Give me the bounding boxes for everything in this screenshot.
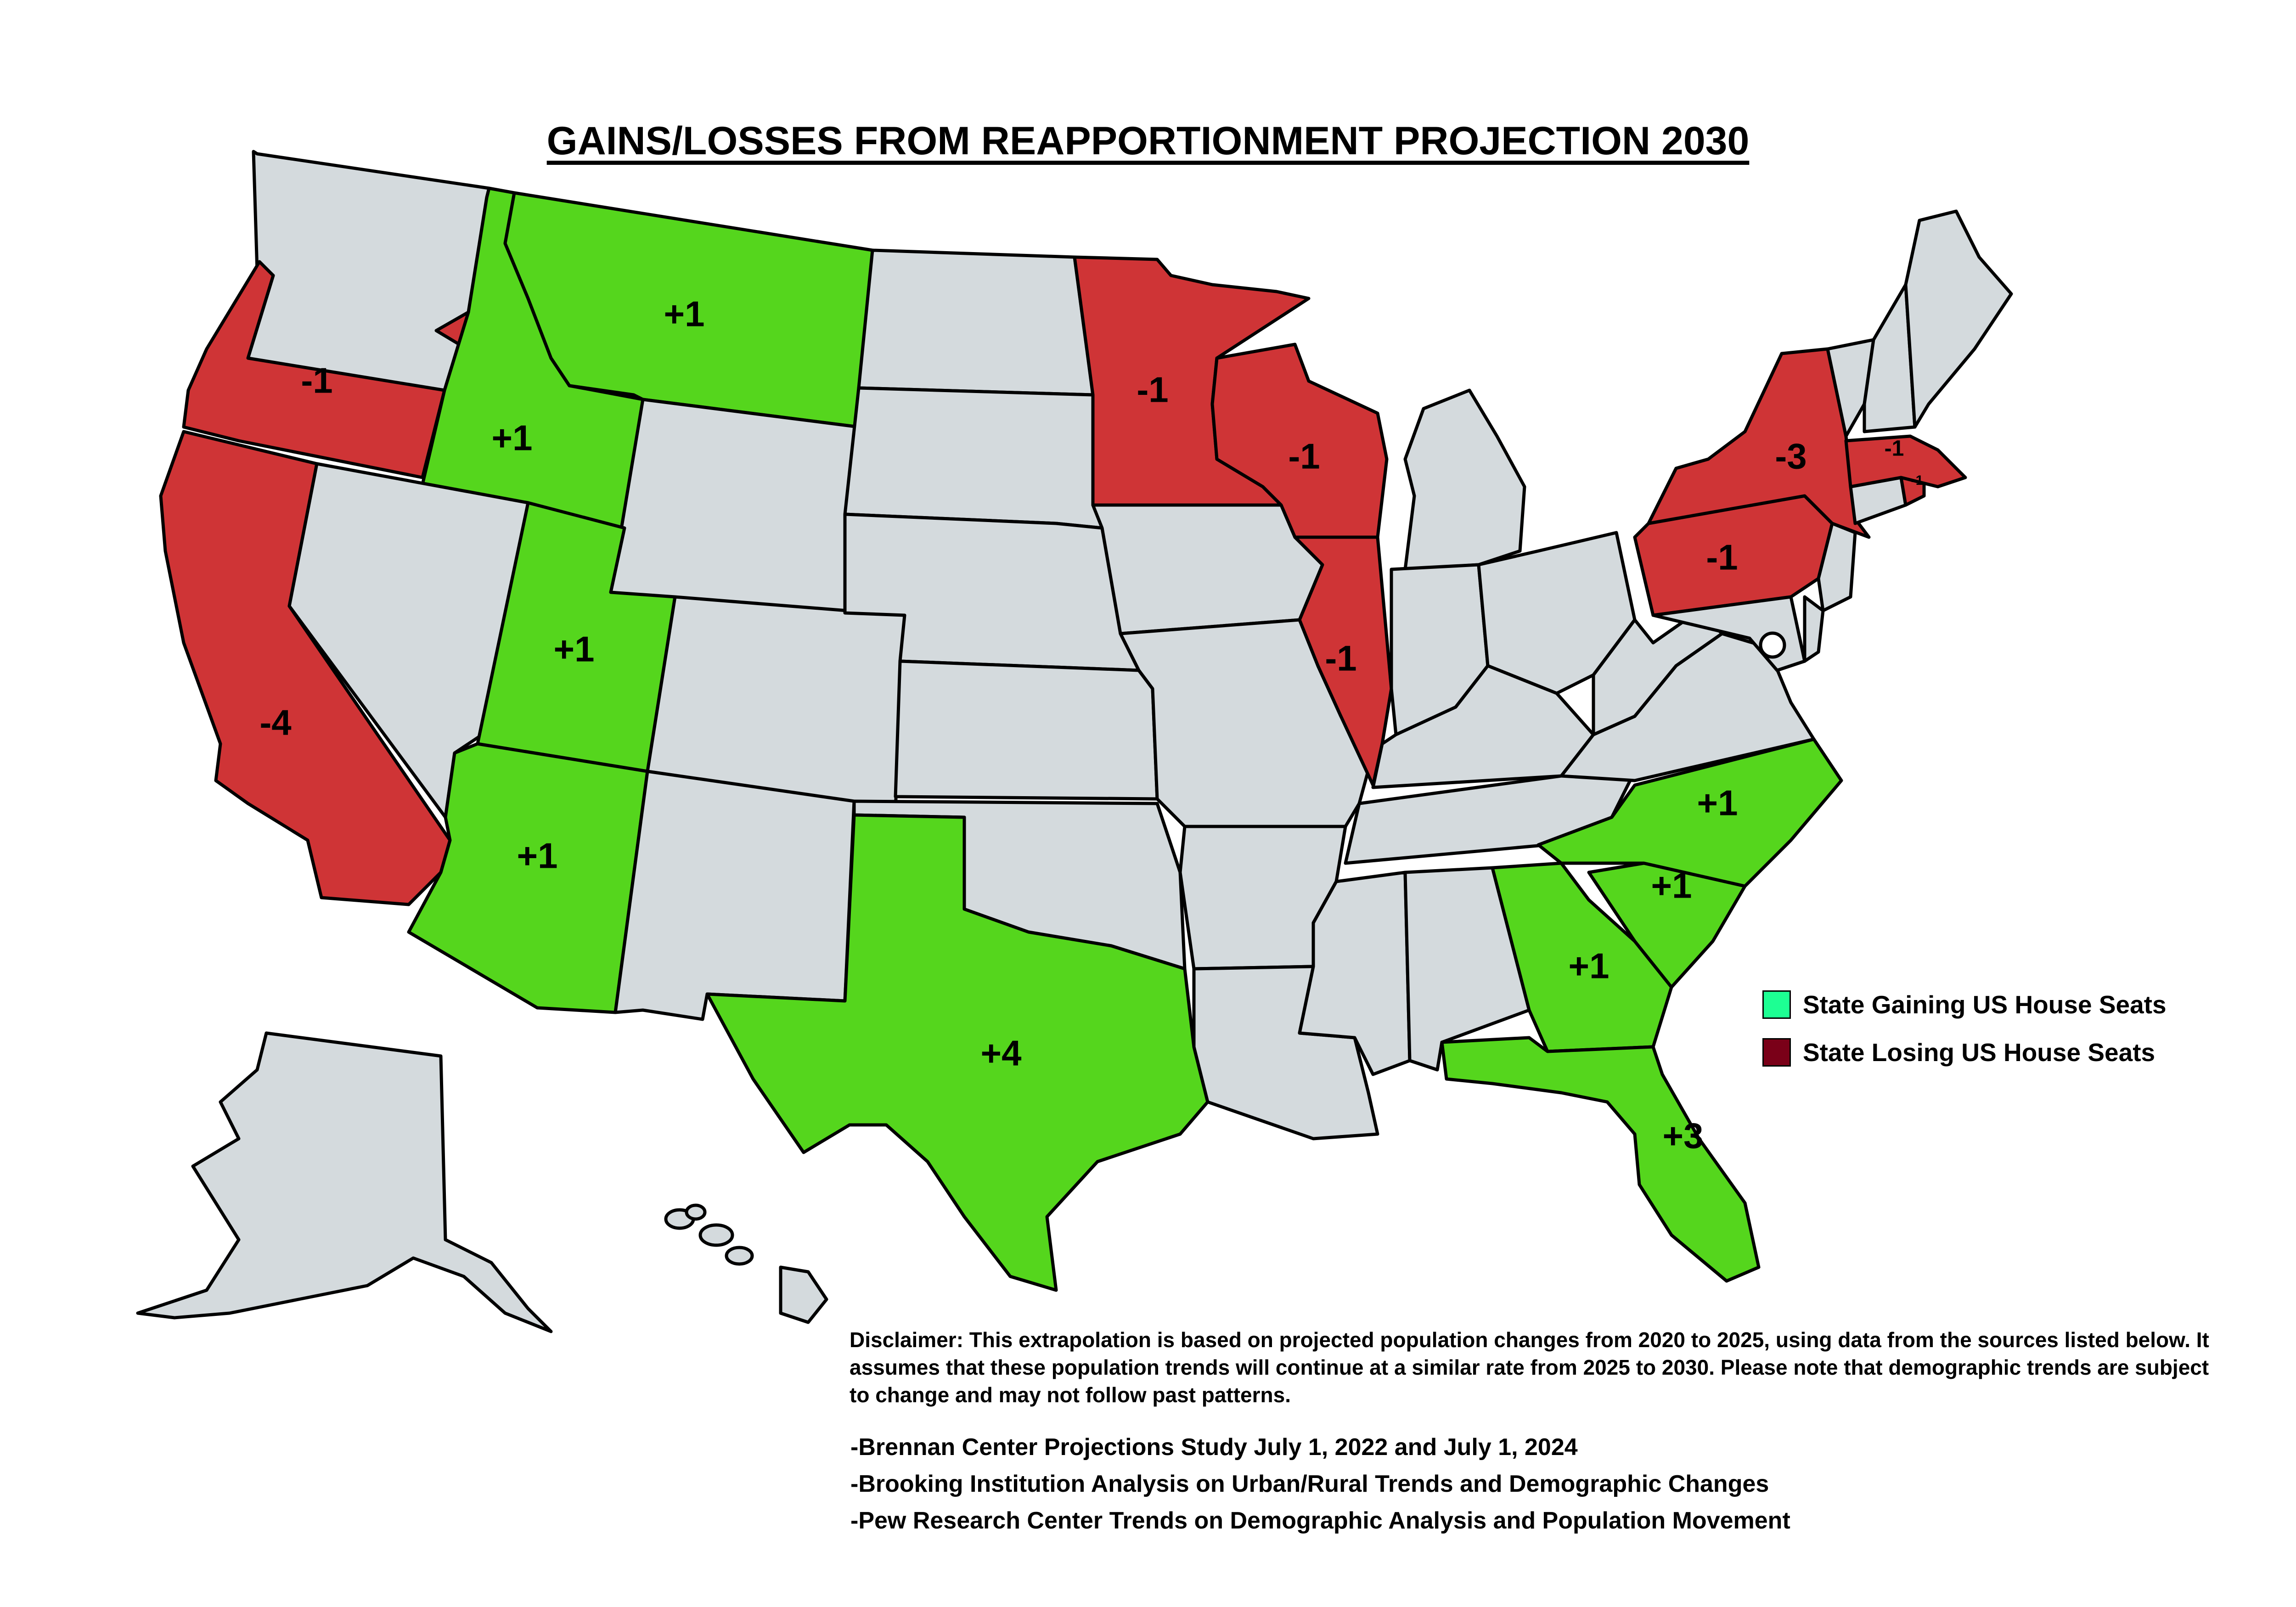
label-florida: +3 (1663, 1116, 1704, 1156)
map-title: GAINS/LOSSES FROM REAPPORTIONMENT PROJEC… (0, 118, 2296, 164)
label-rhode-island: -1 (1911, 473, 1924, 488)
state-new-hampshire (1863, 283, 1917, 433)
legend-loss-row: State Losing US House Seats (1762, 1028, 2167, 1076)
source-brookings: -Brooking Institution Analysis on Urban/… (850, 1471, 1769, 1497)
label-massachusetts: -1 (1885, 437, 1904, 461)
state-wyoming (609, 398, 861, 617)
state-north-dakota (857, 248, 1095, 397)
state-texas (705, 813, 1210, 1292)
legend-loss-label: State Losing US House Seats (1803, 1038, 2155, 1067)
label-south-carolina: +1 (1651, 865, 1692, 906)
legend-gain-label: State Gaining US House Seats (1803, 990, 2167, 1019)
label-new-york: -3 (1775, 436, 1806, 477)
state-michigan (1403, 388, 1526, 571)
label-minnesota: -1 (1137, 370, 1168, 410)
label-california: -4 (259, 702, 291, 743)
hawaii-island (725, 1246, 754, 1266)
label-montana: +1 (664, 294, 705, 334)
state-hawaii (779, 1265, 828, 1324)
hawaii-island (698, 1223, 734, 1247)
label-arizona: +1 (517, 836, 558, 876)
legend-gain-row: State Gaining US House Seats (1762, 981, 2167, 1028)
state-south-dakota (843, 386, 1104, 530)
state-kansas (894, 659, 1159, 801)
state-alaska (136, 1031, 553, 1333)
label-oregon: -1 (301, 360, 332, 401)
hawaii-island (685, 1203, 707, 1221)
source-pew: -Pew Research Center Trends on Demograph… (850, 1507, 1790, 1534)
state-west-virginia (1592, 609, 1724, 736)
map-title-text: GAINS/LOSSES FROM REAPPORTIONMENT PROJEC… (546, 119, 1750, 163)
state-new-jersey (1817, 522, 1857, 612)
state-washington (246, 150, 491, 392)
label-georgia: +1 (1569, 946, 1609, 986)
state-florida (1440, 1036, 1761, 1283)
state-kentucky (1371, 664, 1595, 789)
legend-gain-swatch (1762, 990, 1791, 1019)
label-north-carolina: +1 (1697, 783, 1738, 823)
legend-loss-swatch (1762, 1038, 1791, 1067)
label-wisconsin: -1 (1288, 436, 1320, 477)
state-maine (1904, 209, 2013, 429)
state-massachusetts (1844, 434, 1967, 489)
state-california (159, 430, 452, 906)
source-brennan: -Brennan Center Projections Study July 1… (850, 1434, 1578, 1461)
label-utah: +1 (554, 629, 595, 669)
legend: State Gaining US House Seats State Losin… (1762, 981, 2167, 1076)
state-delaware (1803, 595, 1825, 663)
states-layer (136, 150, 2013, 1333)
label-idaho: +1 (492, 418, 533, 458)
washington-dc-marker (1759, 631, 1786, 659)
state-change-labels: -1 -4 +1 +1 +1 +1 +4 -1 -1 -1 -3 -1 -1 -1 +1 +1 +1 +3 (259, 294, 1923, 1156)
label-illinois: -1 (1325, 638, 1356, 679)
state-new-mexico (613, 770, 856, 1021)
state-north-carolina (1536, 737, 1843, 888)
label-texas: +4 (981, 1033, 1022, 1073)
label-pennsylvania: -1 (1706, 537, 1738, 578)
disclaimer-text: Disclaimer: This extrapolation is based … (850, 1328, 2209, 1407)
